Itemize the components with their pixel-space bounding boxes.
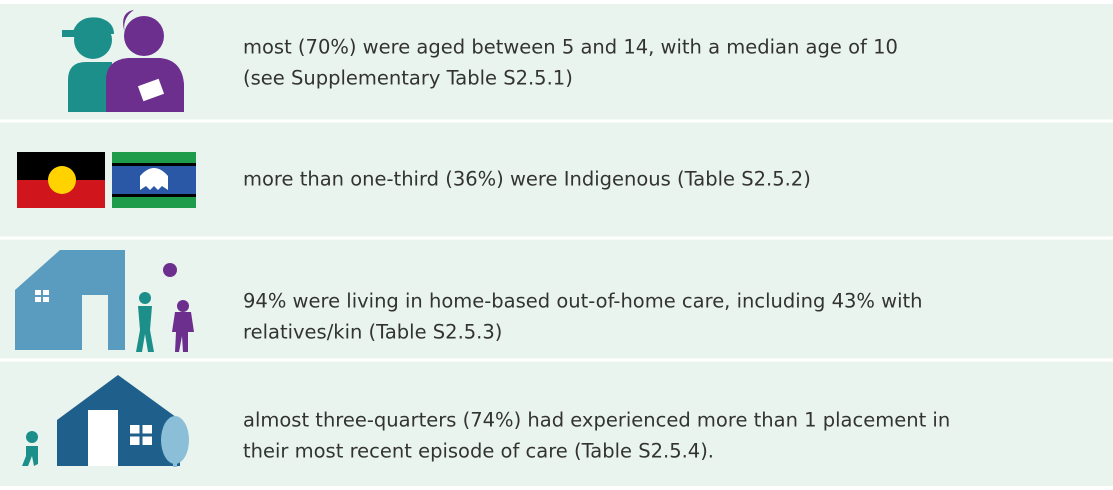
item-text: more than one-third (36%) were Indigenou… [243, 168, 811, 191]
item-text: relatives/kin (Table S2.5.3) [243, 321, 502, 344]
item-text: almost three-quarters (74%) had experien… [243, 409, 950, 432]
infographic: most (70%) were aged between 5 and 14, w… [0, 0, 1113, 490]
page: most (70%) were aged between 5 and 14, w… [0, 0, 1113, 490]
item-text: (see Supplementary Table S2.5.1) [243, 67, 573, 90]
item-text: most (70%) were aged between 5 and 14, w… [243, 36, 898, 59]
item-text: 94% were living in home-based out-of-hom… [243, 290, 923, 313]
item-text: their most recent episode of care (Table… [243, 440, 714, 463]
